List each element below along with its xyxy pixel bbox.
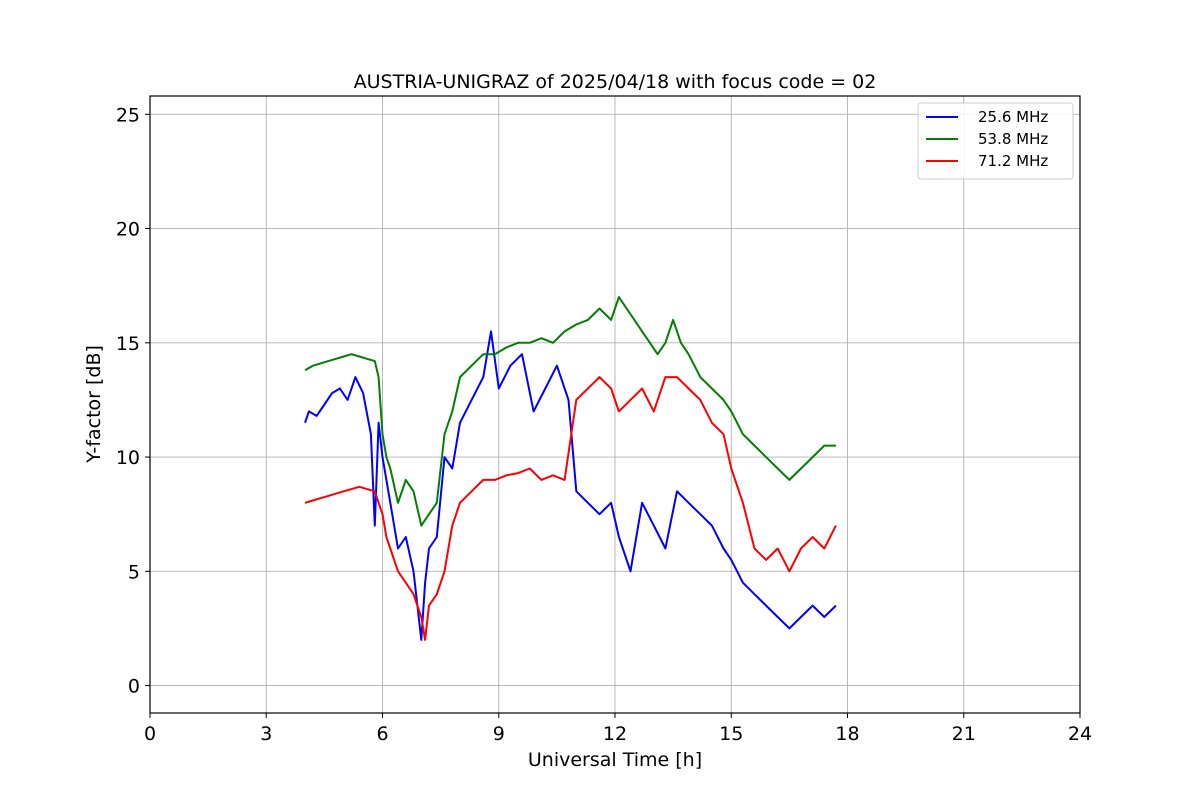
- chart-title: AUSTRIA-UNIGRAZ of 2025/04/18 with focus…: [354, 71, 877, 93]
- y-tick-label: 5: [128, 561, 140, 583]
- x-tick-label: 21: [952, 723, 976, 745]
- series-line-3: [304, 376, 837, 641]
- x-tick-label: 6: [376, 723, 388, 745]
- x-axis: 0 3 6 9 12 15 18 21 24: [144, 713, 1092, 745]
- x-tick-label: 0: [144, 723, 156, 745]
- y-tick-label: 15: [116, 333, 140, 355]
- y-axis: 0 5 10 15 20 25: [116, 104, 150, 698]
- series-line-2: [304, 296, 836, 527]
- y-tick-label: 20: [116, 219, 140, 241]
- x-tick-label: 15: [719, 723, 743, 745]
- series-group: [304, 296, 837, 641]
- series-line-1: [304, 330, 837, 641]
- x-tick-label: 9: [493, 723, 505, 745]
- legend-label: 25.6 MHz: [978, 108, 1048, 126]
- legend: 25.6 MHz 53.8 MHz 71.2 MHz: [917, 102, 1074, 180]
- x-tick-label: 12: [603, 723, 627, 745]
- plot-area: [304, 296, 837, 641]
- x-tick-label: 18: [835, 723, 859, 745]
- x-tick-label: 3: [260, 723, 272, 745]
- x-tick-label: 24: [1068, 723, 1092, 745]
- y-tick-label: 25: [116, 104, 140, 126]
- y-tick-label: 0: [128, 676, 140, 698]
- y-tick-label: 10: [116, 447, 140, 469]
- legend-label: 71.2 MHz: [978, 152, 1048, 170]
- y-axis-label: Y-factor [dB]: [83, 345, 105, 464]
- legend-label: 53.8 MHz: [978, 130, 1048, 148]
- x-axis-label: Universal Time [h]: [528, 749, 702, 771]
